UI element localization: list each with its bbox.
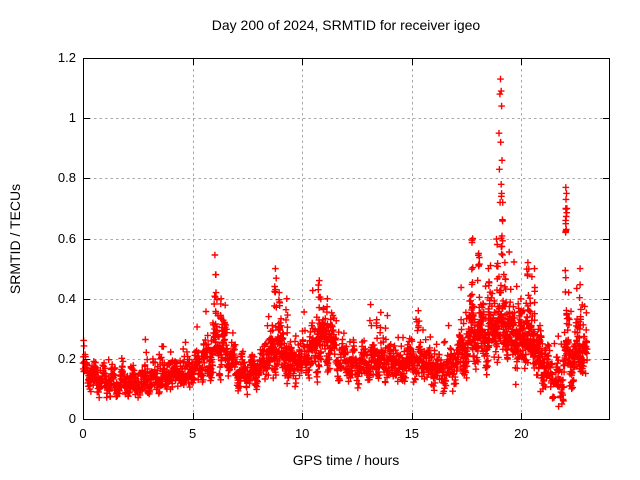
y-axis-label: SRMTID / TECUs bbox=[7, 183, 24, 294]
y-tick-label-0: 0 bbox=[68, 411, 76, 426]
y-tick-label-1: 1 bbox=[68, 110, 76, 126]
x-tick-label-15: 15 bbox=[404, 426, 420, 441]
y-tick-label-0_6: 0.6 bbox=[57, 230, 76, 246]
y-tick-label-0_8: 0.8 bbox=[57, 170, 76, 186]
chart-title: Day 200 of 2024, SRMTID for receiver ige… bbox=[211, 17, 481, 33]
x-tick-label-20: 20 bbox=[514, 426, 529, 441]
y-tick-label-1_2: 1.2 bbox=[57, 50, 76, 65]
x-tick-label-10: 10 bbox=[294, 426, 310, 441]
y-tick-label-0_4: 0.4 bbox=[57, 290, 76, 306]
x-tick-label-0: 0 bbox=[79, 426, 87, 441]
y-tick-label-0_2: 0.2 bbox=[57, 350, 76, 366]
x-tick-label-5: 5 bbox=[188, 426, 197, 441]
y-axis-label-wrap: SRMTID / TECUs bbox=[2, 58, 28, 419]
x-axis-label: GPS time / hours bbox=[292, 452, 400, 468]
